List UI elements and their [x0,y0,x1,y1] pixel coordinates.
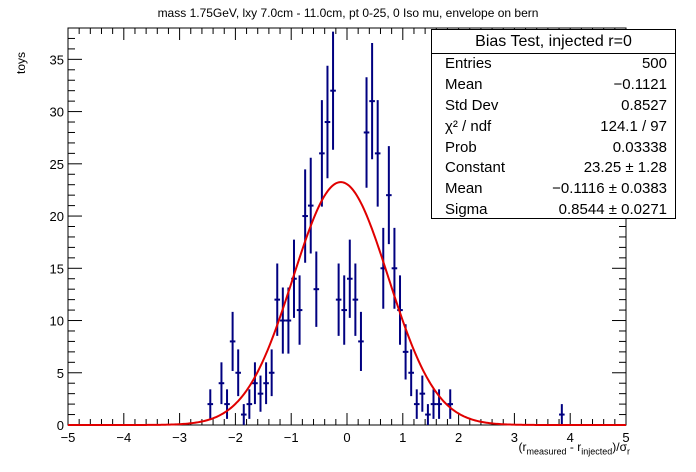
x-tick-label: −4 [116,430,131,445]
fit-curve-group [68,181,626,426]
data-point [369,42,375,160]
x-tick-label: −3 [172,430,187,445]
data-point [313,251,320,327]
y-tick-label: 5 [57,366,64,381]
x-tick-label: −1 [284,430,299,445]
x-axis-label-part: - r [566,440,582,454]
stats-label: Mean [445,75,483,93]
x-tick-label: −5 [61,430,76,445]
stats-value: −0.1121 [613,75,667,93]
data-point [280,287,286,354]
stats-row-stddev: Std Dev 0.8527 [432,96,675,117]
x-tick-label: 2 [455,430,462,445]
data-point [335,263,342,336]
stats-header: Bias Test, injected r=0 [432,30,675,54]
data-point [347,239,353,318]
stats-row-entries: Entries 500 [432,54,675,75]
y-tick-label: 10 [50,314,64,329]
data-point [224,389,230,419]
data-point [408,349,414,397]
data-point [341,275,347,345]
data-point [319,100,325,207]
data-point [358,311,364,371]
data-point [436,389,442,419]
stats-row-mean: Mean −0.1121 [432,75,675,96]
data-point [430,389,437,419]
stats-box: Bias Test, injected r=0 Entries 500 Mean… [431,29,676,219]
stats-row-prob: Prob 0.03338 [432,138,675,159]
x-axis-label: (rmeasured - rinjected)/σr [519,440,630,456]
stats-value: 0.8527 [621,96,667,114]
stats-value: 23.25 ± 1.28 [583,159,667,177]
y-tick-label: 20 [50,209,64,224]
data-point [285,287,292,354]
x-tick-label: 5 [622,430,629,445]
x-axis-label-sub: measured [526,446,567,457]
data-point [419,375,426,412]
data-point [268,349,275,397]
axes: −5 −4 −3 −2 −1 0 1 2 3 4 5 0 5 10 15 20 25 30 35 [50,27,630,445]
data-point [425,404,431,425]
data-point [307,157,314,254]
chart-title: mass 1.75GeV, lxy 7.0cm - 11.0cm, pt 0-2… [157,6,539,20]
stats-value: 500 [641,55,667,72]
stats-label: χ² / ndf [445,117,492,135]
data-point [302,169,308,263]
stats-row-sigma: Sigma 0.8544 ± 0.0271 [432,200,675,221]
y-tick-label: 25 [50,157,64,172]
stats-label: Sigma [445,201,488,219]
data-point [559,404,565,425]
data-point [207,389,214,419]
y-tick-label: 35 [50,52,64,67]
stats-label: Entries [445,55,492,72]
data-point [218,362,225,405]
data-point [363,77,370,188]
stats-row-fit-mean: Mean −0.1116 ± 0.0383 [432,179,675,200]
data-points [207,31,565,425]
data-point [252,362,258,405]
data-point [263,362,269,405]
data-point [413,389,420,419]
stats-label: Std Dev [445,96,499,114]
x-axis-label-sub: r [627,446,630,457]
data-point [374,100,381,207]
y-tick-label: 0 [57,418,64,433]
stats-label: Prob [445,138,477,156]
stats-row-constant: Constant 23.25 ± 1.28 [432,158,675,179]
data-point [330,31,336,150]
fit-curve [68,181,626,426]
x-tick-label: 0 [343,430,350,445]
x-tick-label: −2 [228,430,243,445]
stats-value: 0.8544 ± 0.0271 [558,201,667,219]
data-point [352,263,359,336]
stats-row-chi2: χ² / ndf 124.1 / 97 [432,117,675,138]
x-axis-label-sub: injected [581,446,613,457]
stats-value: 124.1 / 97 [600,117,667,135]
data-point [235,349,241,397]
x-tick-label: 4 [567,430,574,445]
data-point [447,389,454,419]
y-axis-label: toys [14,51,28,74]
x-tick-label: 3 [511,430,518,445]
data-point [386,146,392,245]
y-tick-label: 15 [50,261,64,276]
data-point [229,311,236,371]
data-point [324,65,331,179]
x-tick-label: 1 [399,430,406,445]
data-point [246,389,253,419]
data-point [240,404,247,425]
x-axis-label-part: )/σ [612,440,627,454]
data-point [402,324,409,380]
stats-label: Mean [445,180,483,198]
y-tick-label: 30 [50,105,64,120]
stats-value: 0.03338 [612,138,667,156]
data-point [257,375,264,412]
data-point [296,275,303,345]
x-axis-label-part: (r [518,440,527,454]
stats-value: −0.1116 ± 0.0383 [552,180,667,198]
stats-label: Constant [445,159,506,177]
